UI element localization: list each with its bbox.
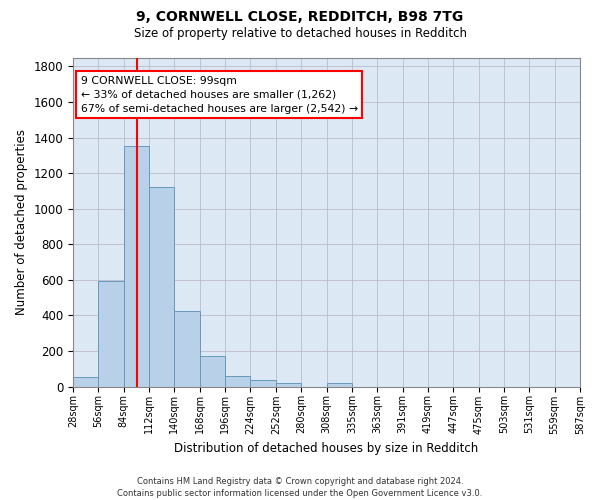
Bar: [250, 380, 276, 386]
Text: 9 CORNWELL CLOSE: 99sqm
← 33% of detached houses are smaller (1,262)
67% of semi: 9 CORNWELL CLOSE: 99sqm ← 33% of detache…: [80, 76, 358, 114]
Bar: [200, 356, 225, 386]
Bar: [276, 384, 301, 386]
Bar: [73, 376, 98, 386]
Bar: [124, 146, 149, 386]
Text: Contains HM Land Registry data © Crown copyright and database right 2024.
Contai: Contains HM Land Registry data © Crown c…: [118, 476, 482, 498]
Text: Size of property relative to detached houses in Redditch: Size of property relative to detached ho…: [133, 28, 467, 40]
Bar: [175, 311, 200, 386]
Text: 9, CORNWELL CLOSE, REDDITCH, B98 7TG: 9, CORNWELL CLOSE, REDDITCH, B98 7TG: [136, 10, 464, 24]
Bar: [98, 280, 124, 386]
Bar: [326, 384, 352, 386]
Bar: [225, 376, 250, 386]
Y-axis label: Number of detached properties: Number of detached properties: [15, 129, 28, 315]
Bar: [149, 188, 175, 386]
X-axis label: Distribution of detached houses by size in Redditch: Distribution of detached houses by size …: [175, 442, 479, 455]
